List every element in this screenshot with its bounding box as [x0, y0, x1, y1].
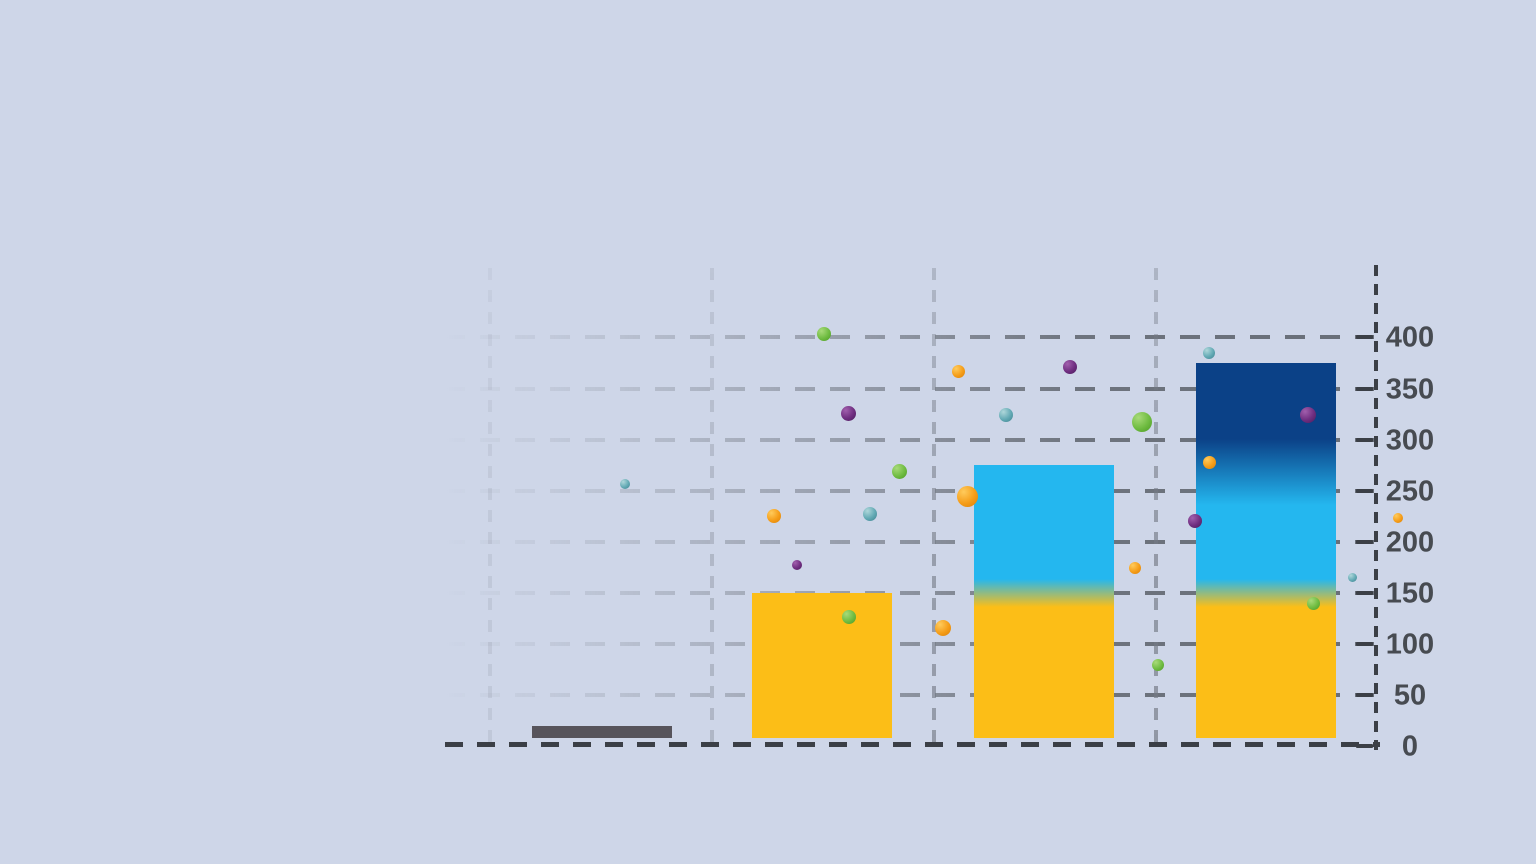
- scatter-sphere-orange: [956, 486, 978, 508]
- x-axis-line: [445, 742, 1380, 747]
- gridline-h-300: [445, 437, 1374, 442]
- scatter-sphere-green: [1152, 659, 1164, 672]
- y-axis-label: 50: [1393, 679, 1427, 712]
- scatter-sphere-orange: [951, 364, 965, 378]
- scatter-sphere-purple: [1063, 360, 1077, 375]
- bar-2: [752, 592, 892, 738]
- scatter-sphere-orange: [935, 619, 951, 636]
- y-axis-label: 250: [1385, 475, 1435, 508]
- y-axis-label: 400: [1385, 321, 1435, 354]
- y-axis-label: 300: [1385, 424, 1435, 457]
- scatter-sphere-orange: [1393, 513, 1403, 524]
- scatter-sphere-orange: [767, 509, 781, 524]
- y-tick-200: [1356, 539, 1373, 544]
- gridline-v: [488, 268, 492, 742]
- scatter-sphere-teal: [863, 507, 877, 522]
- scatter-sphere-green: [891, 463, 907, 479]
- scatter-sphere-teal: [1347, 572, 1357, 582]
- scatter-sphere-green: [817, 327, 831, 342]
- gridline-v: [932, 268, 936, 742]
- scatter-sphere-teal: [999, 408, 1013, 423]
- scatter-sphere-green: [1132, 412, 1152, 433]
- scatter-sphere-green: [1306, 596, 1320, 610]
- y-axis-label: 0: [1401, 730, 1419, 763]
- gridline-h-50: [445, 692, 1374, 697]
- y-tick-400: [1356, 335, 1373, 340]
- scatter-sphere-teal: [1203, 346, 1215, 359]
- gridline-h-200: [445, 539, 1374, 544]
- gridline-h-350: [445, 386, 1374, 391]
- gridline-h-250: [445, 488, 1374, 493]
- y-tick-350: [1356, 386, 1373, 391]
- y-axis-label: 100: [1385, 628, 1435, 661]
- y-tick-150: [1356, 590, 1373, 595]
- y-tick-100: [1356, 641, 1373, 646]
- y-axis-line: [1374, 265, 1378, 750]
- gridline-v: [1154, 268, 1158, 742]
- gridline-h-400: [445, 335, 1374, 340]
- bar-1: [532, 725, 672, 738]
- scatter-sphere-green: [842, 610, 856, 625]
- gridline-h-150: [445, 590, 1374, 595]
- scatter-sphere-purple: [792, 560, 802, 571]
- scatter-sphere-orange: [1202, 455, 1216, 469]
- scatter-sphere-teal: [620, 478, 630, 489]
- gridline-h-100: [445, 641, 1374, 646]
- y-axis-label: 200: [1385, 526, 1435, 559]
- gridline-v: [710, 268, 714, 742]
- y-axis-label: 150: [1385, 577, 1435, 610]
- scatter-sphere-purple: [1188, 514, 1202, 529]
- scatter-sphere-purple: [1300, 407, 1316, 424]
- y-tick-50: [1356, 692, 1373, 697]
- y-axis-label: 350: [1385, 373, 1435, 405]
- bar-4: [1196, 362, 1336, 738]
- y-tick-250: [1356, 488, 1373, 493]
- bar-3: [974, 465, 1114, 738]
- y-tick-300: [1356, 437, 1373, 442]
- y-tick-0: [1356, 744, 1373, 748]
- scatter-sphere-orange: [1129, 562, 1141, 575]
- scatter-sphere-purple: [840, 405, 856, 421]
